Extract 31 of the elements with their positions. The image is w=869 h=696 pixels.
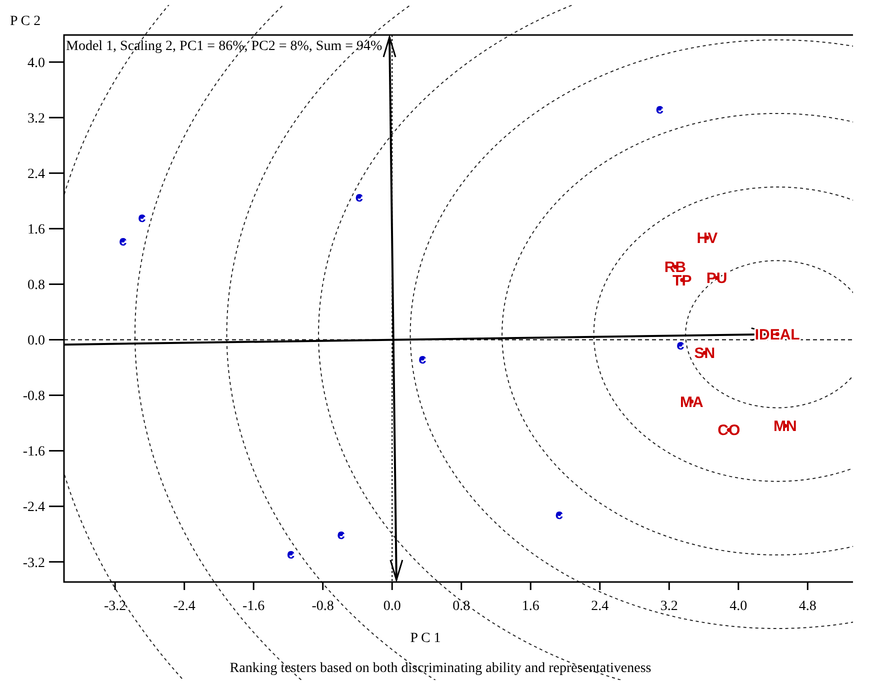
y-tick-label: -2.4 [22, 500, 45, 516]
x-tick-label: 2.4 [591, 599, 609, 614]
x-tick-label: 3.2 [660, 599, 678, 614]
x-axis-title: P C 1 [410, 631, 441, 646]
data-label: MA [680, 394, 704, 411]
data-label: SN [694, 345, 716, 362]
data-label: PU [706, 270, 728, 288]
y-tick-label: 4.0 [28, 56, 45, 71]
x-tick-label: -0.8 [312, 599, 334, 614]
y-tick-label: 1.6 [28, 222, 45, 238]
data-label: MN [773, 418, 797, 436]
x-tick-label: 4.8 [798, 599, 816, 614]
text: Ranking testers based on both discriminating ability and representativeness [230, 661, 652, 676]
x-tick-label: -3.2 [104, 599, 126, 614]
data-label: HV [696, 230, 718, 247]
x-tick-label: 4.0 [730, 599, 748, 614]
chart-title: Model 1, Scaling 2, PC1 = 86%, PC2 = 8%, Sum = 94% [66, 39, 382, 54]
y-tick-label: 2.4 [28, 167, 45, 182]
x-tick-label: 0.0 [383, 599, 401, 614]
x-tick-label: 1.6 [522, 599, 540, 614]
x-tick-label: -1.6 [242, 599, 265, 614]
x-tick-label: -2.4 [173, 599, 196, 614]
y-axis-title: P C 2 [10, 14, 41, 29]
y-tick-label: 0.0 [28, 334, 45, 349]
data-label: CO [718, 422, 740, 440]
y-tick-label: -3.2 [22, 556, 45, 571]
y-tick-label: -0.8 [22, 389, 45, 404]
x-tick-label: 0.8 [452, 599, 470, 614]
y-tick-label: 0.8 [28, 278, 45, 294]
y-tick-label: -1.6 [22, 444, 45, 460]
y-tick-label: 3.2 [28, 112, 45, 127]
